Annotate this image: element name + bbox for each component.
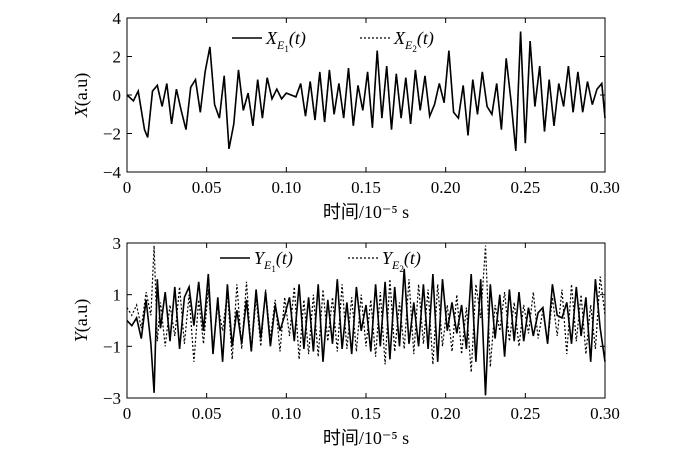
y-tick-label: 3 bbox=[113, 234, 122, 253]
y-axis-title: X(a.u) bbox=[71, 73, 92, 118]
x-tick-label: 0.15 bbox=[351, 178, 381, 197]
y-tick-label: 2 bbox=[113, 48, 122, 67]
y-tick-label: −2 bbox=[103, 125, 121, 144]
series-line-Y_E1(t) bbox=[126, 268, 606, 396]
y-tick-label: −4 bbox=[103, 163, 122, 182]
x-tick-label: 0.30 bbox=[590, 178, 620, 197]
chart-panel-1: 0 0.05 0.10 0.15 0.20 0.25 0.30 −4 −2 0 2 4 X(a.u) 时间… bbox=[71, 9, 620, 222]
legend-label: XE2(t) bbox=[393, 28, 434, 54]
plot-frame bbox=[126, 242, 606, 399]
legend-label: YE2(t) bbox=[382, 248, 421, 274]
x-tick-label: 0.25 bbox=[510, 404, 540, 423]
x-tick-label: 0.20 bbox=[431, 404, 461, 423]
legend-label: YE1(t) bbox=[254, 248, 293, 274]
x-axis-title: 时间/10⁻⁵ s bbox=[323, 428, 409, 448]
x-axis-title: 时间/10⁻⁵ s bbox=[323, 202, 409, 222]
y-axis-title: Y(a.u) bbox=[71, 299, 92, 343]
series-line-X_E2(t) bbox=[126, 31, 606, 151]
x-tick-label: 0.20 bbox=[431, 178, 461, 197]
y-tick-label: −3 bbox=[103, 389, 121, 408]
x-tick-label: 0.10 bbox=[271, 178, 301, 197]
x-tick-label: 0 bbox=[123, 404, 132, 423]
x-tick-label: 0.15 bbox=[351, 404, 381, 423]
x-tick-label: 0.30 bbox=[590, 404, 620, 423]
y-tick-label: 4 bbox=[113, 9, 122, 28]
x-tick-label: 0.05 bbox=[192, 404, 222, 423]
x-tick-label: 0.10 bbox=[271, 404, 301, 423]
y-tick-label: −1 bbox=[103, 337, 121, 356]
chart-panel-2: 0 0.05 0.10 0.15 0.20 0.25 0.30 −3 −1 1 3 Y(a.u) 时间/… bbox=[71, 234, 620, 448]
y-tick-label: 0 bbox=[113, 86, 122, 105]
legend-label: XE1(t) bbox=[265, 28, 306, 54]
x-tick-label: 0.25 bbox=[510, 178, 540, 197]
y-tick-label: 1 bbox=[113, 286, 122, 305]
x-tick-label: 0.05 bbox=[192, 178, 222, 197]
x-tick-label: 0 bbox=[123, 178, 132, 197]
series-line-Y_E2(t) bbox=[126, 245, 606, 373]
